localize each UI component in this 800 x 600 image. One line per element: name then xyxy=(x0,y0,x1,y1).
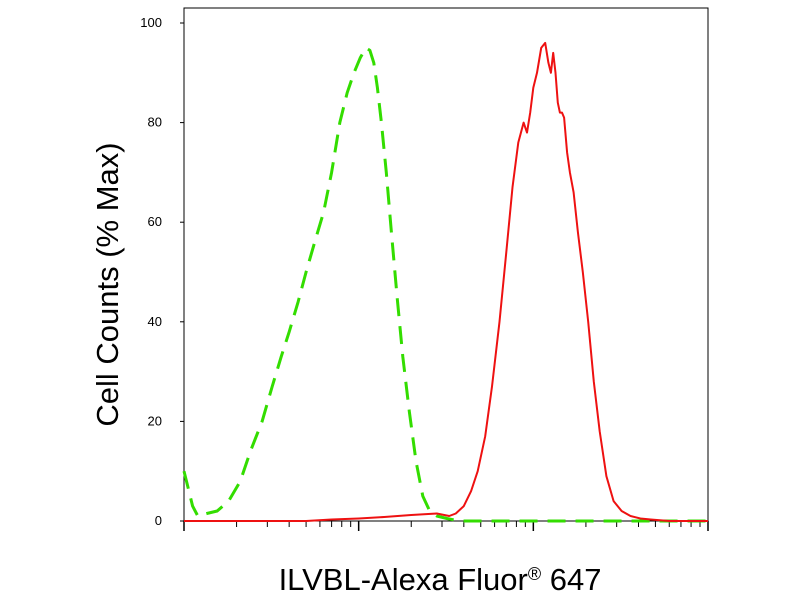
y-tick-label: 20 xyxy=(148,413,162,428)
y-axis-title: Cell Counts (% Max) xyxy=(90,142,125,426)
labels: 0 20 40 60 80 100 Cell Counts (% Max) ILVBL-Ale… xyxy=(90,15,601,597)
series-layer xyxy=(182,41,708,523)
y-tick-label: 40 xyxy=(148,314,162,329)
x-axis-title-suffix: 647 xyxy=(541,562,601,597)
axes xyxy=(180,7,709,531)
y-tick-label: 0 xyxy=(155,513,162,528)
y-tick-label: 60 xyxy=(148,214,162,229)
plot-frame xyxy=(183,7,709,522)
x-axis-title-main: ILVBL-Alexa Fluor xyxy=(279,562,528,597)
x-axis-title-superscript: ® xyxy=(528,564,541,584)
y-tick-label: 80 xyxy=(148,115,162,130)
x-axis-title: ILVBL-Alexa Fluor® 647 xyxy=(279,562,602,597)
dashed-histogram-line xyxy=(182,46,708,523)
solid-histogram-line xyxy=(184,41,708,522)
y-tick-label: 100 xyxy=(140,15,162,30)
